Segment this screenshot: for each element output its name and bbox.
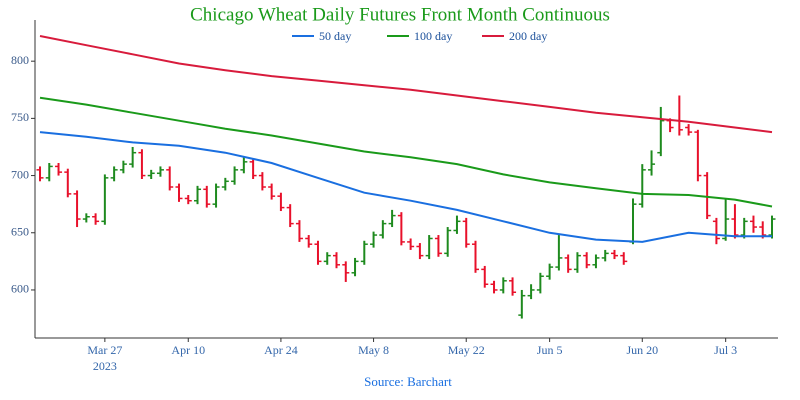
x-tick-label: Apr 10 bbox=[171, 343, 205, 357]
x-year-label: 2023 bbox=[93, 359, 117, 373]
moving-average-line bbox=[39, 131, 772, 243]
x-tick-label: May 8 bbox=[358, 343, 389, 357]
x-tick-label: Jun 5 bbox=[537, 343, 563, 357]
x-tick-label: Apr 24 bbox=[264, 343, 298, 357]
y-tick-label: 750 bbox=[11, 110, 29, 124]
y-tick-label: 800 bbox=[11, 53, 29, 67]
x-tick-label: Jun 20 bbox=[626, 343, 658, 357]
moving-average-line bbox=[39, 96, 773, 208]
x-tick-label: May 22 bbox=[448, 343, 485, 357]
legend-label: 200 day bbox=[509, 29, 547, 43]
chart-title: Chicago Wheat Daily Futures Front Month … bbox=[190, 4, 610, 25]
source-note: Source: Barchart bbox=[364, 374, 452, 389]
legend-label: 50 day bbox=[319, 29, 351, 43]
legend-label: 100 day bbox=[414, 29, 452, 43]
y-tick-label: 600 bbox=[11, 282, 29, 296]
y-tick-label: 650 bbox=[11, 225, 29, 239]
moving-average-line bbox=[39, 35, 773, 134]
x-tick-label: Jul 3 bbox=[714, 343, 737, 357]
y-tick-label: 700 bbox=[11, 167, 29, 181]
x-tick-label: Mar 27 bbox=[87, 343, 122, 357]
